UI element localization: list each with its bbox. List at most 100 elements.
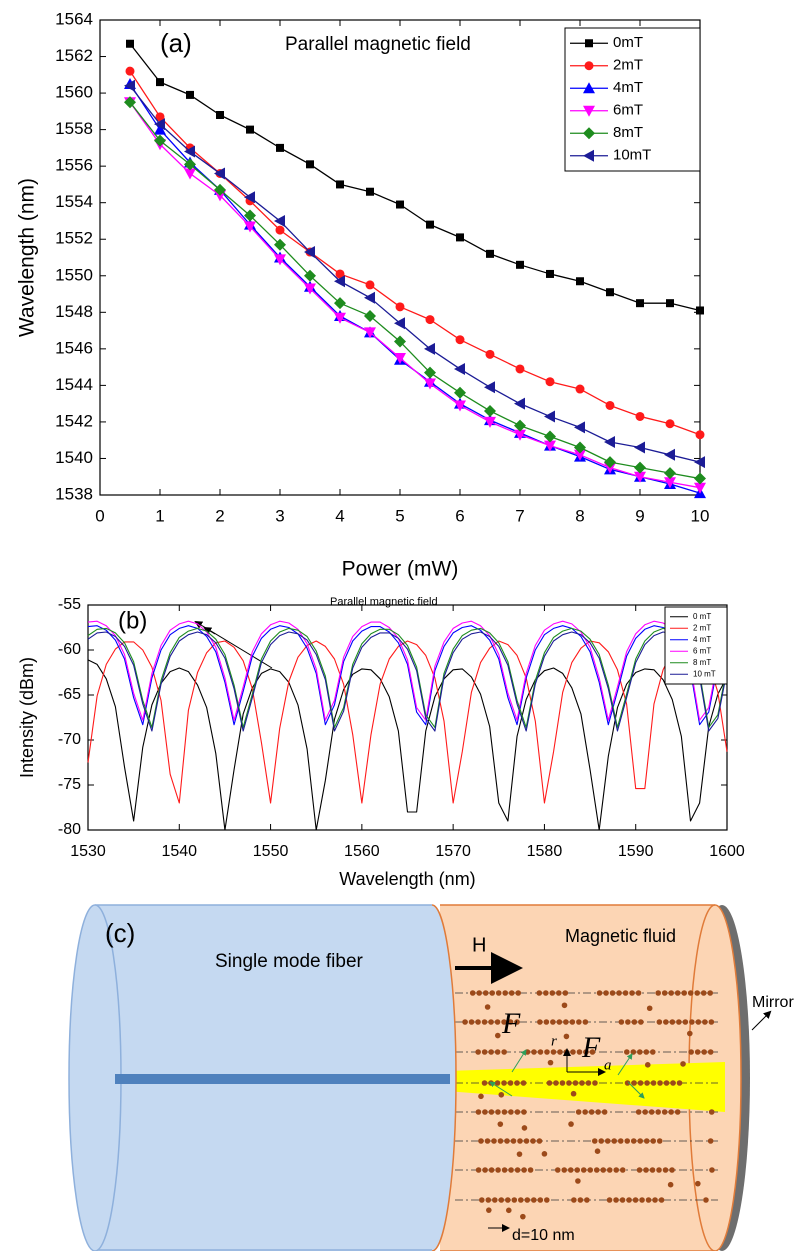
legend-label: 4mT xyxy=(613,79,643,96)
y-tick-label: -75 xyxy=(58,776,81,793)
particle xyxy=(650,1138,657,1144)
marker xyxy=(155,112,165,122)
x-tick-label: 1560 xyxy=(344,843,380,860)
particle xyxy=(635,990,642,996)
marker xyxy=(544,430,556,443)
particle xyxy=(495,1109,501,1115)
marker xyxy=(454,400,466,412)
y-tick-label: 1548 xyxy=(55,302,93,321)
particle xyxy=(516,1151,523,1157)
y-tick-label: 1562 xyxy=(55,46,93,65)
marker xyxy=(455,335,465,345)
marker xyxy=(484,381,495,394)
particle xyxy=(667,1181,674,1188)
particle xyxy=(585,1080,592,1086)
series-line xyxy=(87,631,728,732)
particle xyxy=(580,1167,587,1173)
particle xyxy=(707,990,714,996)
particle xyxy=(561,1167,568,1173)
particle xyxy=(630,1138,637,1144)
particle xyxy=(646,1005,653,1012)
y-tick-label: 1542 xyxy=(55,411,93,430)
marker xyxy=(334,297,346,310)
particle xyxy=(575,1178,581,1184)
legend-marker xyxy=(583,149,594,162)
particle xyxy=(598,1138,605,1144)
particle xyxy=(594,1148,601,1154)
particle xyxy=(656,1167,662,1173)
particle xyxy=(656,1019,663,1025)
legend-label: 2 mT xyxy=(693,623,711,632)
particle xyxy=(507,1080,514,1086)
fiber-face xyxy=(68,904,122,1251)
legend-label: 8mT xyxy=(613,124,643,141)
x-tick-label: 1540 xyxy=(161,843,197,860)
marker xyxy=(664,467,676,480)
particle xyxy=(636,1167,643,1173)
particle xyxy=(619,1197,626,1203)
shift-arrow xyxy=(203,626,216,635)
particle xyxy=(494,1019,501,1025)
particle xyxy=(579,1080,585,1086)
mirror-label: Mirror xyxy=(752,994,794,1011)
particle xyxy=(708,1109,715,1115)
x-tick-label: 2 xyxy=(215,506,224,525)
marker xyxy=(546,269,554,278)
panel-label: (b) xyxy=(118,607,147,634)
particle xyxy=(488,1049,494,1055)
particle xyxy=(488,1019,494,1025)
particle xyxy=(511,1197,518,1203)
marker xyxy=(695,430,705,440)
particle xyxy=(600,1167,607,1173)
particle xyxy=(481,1049,488,1055)
particle xyxy=(475,1167,482,1173)
marker xyxy=(426,220,434,229)
particle xyxy=(570,1090,577,1097)
particle xyxy=(655,1109,661,1115)
marker xyxy=(694,472,706,485)
marker xyxy=(275,225,285,235)
fiber-diagram: (c) Single mode fiber Magnetic fluid H M… xyxy=(68,904,794,1251)
particle xyxy=(544,1049,550,1055)
particle xyxy=(508,1109,514,1115)
marker xyxy=(604,436,615,449)
particle xyxy=(481,1019,488,1025)
particle xyxy=(476,990,483,996)
particle xyxy=(497,1121,504,1127)
particle xyxy=(567,1167,574,1173)
marker xyxy=(364,291,375,304)
particle xyxy=(521,1167,527,1173)
particle xyxy=(482,990,489,996)
particle xyxy=(624,1138,631,1144)
marker xyxy=(364,327,376,339)
series-line xyxy=(129,43,701,312)
particle xyxy=(576,1019,582,1025)
marker xyxy=(424,378,436,390)
particle xyxy=(514,1019,520,1025)
marker xyxy=(574,441,586,454)
legend-box xyxy=(564,27,701,172)
y-tick-label: 1540 xyxy=(55,448,93,467)
particle xyxy=(616,990,622,996)
particle xyxy=(644,1062,651,1068)
particle xyxy=(661,990,668,996)
particle xyxy=(694,990,701,996)
particle xyxy=(537,1049,544,1055)
legend-label: 6 mT xyxy=(693,646,711,655)
y-tick-label: 1544 xyxy=(55,375,93,394)
particle xyxy=(537,1019,543,1025)
particle xyxy=(708,1019,715,1025)
x-tick-label: 1590 xyxy=(618,843,654,860)
marker xyxy=(664,477,676,489)
marker xyxy=(544,410,555,423)
force-label: F xyxy=(501,1007,521,1040)
marker xyxy=(304,246,315,259)
particle xyxy=(668,1109,674,1115)
particle xyxy=(557,1049,563,1055)
particle xyxy=(700,990,707,996)
y-tick-label: -55 xyxy=(58,596,81,613)
marker xyxy=(425,315,435,325)
particle xyxy=(481,1080,488,1086)
plot-frame xyxy=(87,604,728,831)
legend-marker xyxy=(584,61,594,71)
